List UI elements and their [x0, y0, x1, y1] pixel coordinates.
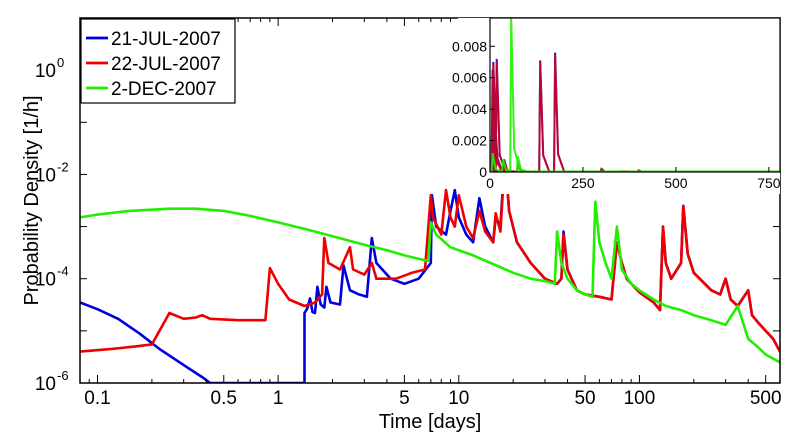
y-tick-base: 10 — [35, 270, 56, 291]
legend-items: 21-JUL-2007 22-JUL-2007 2-DEC-2007 — [86, 29, 221, 100]
y-tick-base: 10 — [35, 165, 56, 186]
inset-plot: 0 250 500 750 0 0.002 0.004 0.006 0.008 — [452, 17, 781, 194]
main-series-group — [80, 152, 780, 383]
inset-x-tick-label: 0 — [486, 175, 494, 191]
x-tick-label: 1 — [273, 388, 284, 409]
y-tick-exponent: -4 — [57, 264, 69, 279]
y-tick-label: 10 0 — [35, 55, 64, 82]
inset-x-tick-label: 750 — [757, 175, 781, 191]
y-tick-exponent: 0 — [57, 55, 64, 70]
x-tick-label: 0.5 — [211, 388, 237, 409]
x-tick-label: 50 — [574, 388, 595, 409]
legend-label-3: 2-DEC-2007 — [111, 79, 217, 100]
y-tick-label: 10 -2 — [35, 159, 69, 186]
inset-y-tick-label: 0.004 — [452, 101, 487, 117]
inset-axis-ticks: 0 250 500 750 0 0.002 0.004 0.006 0.008 — [452, 38, 781, 191]
inset-x-tick-label: 500 — [664, 175, 688, 191]
x-tick-label: 0.1 — [84, 388, 110, 409]
x-axis-label: Time [days] — [379, 411, 482, 433]
inset-plot-frame — [489, 17, 781, 173]
legend: 21-JUL-2007 22-JUL-2007 2-DEC-2007 — [80, 18, 236, 104]
series-line-2 — [80, 157, 780, 353]
y-tick-base: 10 — [35, 374, 56, 395]
x-tick-label: 10 — [448, 388, 469, 409]
inset-series-line-3 — [490, 18, 780, 172]
legend-label-2: 22-JUL-2007 — [111, 54, 221, 75]
series-line-3 — [80, 200, 780, 364]
inset-y-tick-label: 0 — [479, 164, 487, 180]
y-tick-exponent: -2 — [57, 159, 69, 174]
y-tick-exponent: -6 — [57, 368, 69, 383]
inset-y-tick-label: 0.002 — [452, 133, 487, 149]
inset-x-tick-label: 250 — [571, 175, 595, 191]
inset-y-tick-label: 0.008 — [452, 38, 487, 54]
y-tick-label: 10 -6 — [35, 368, 69, 395]
main-plot-frame — [79, 17, 781, 384]
x-tick-label: 5 — [399, 388, 410, 409]
inset-y-tick-label: 0.006 — [452, 70, 487, 86]
x-tick-label: 500 — [750, 388, 782, 409]
legend-label-1: 21-JUL-2007 — [111, 29, 221, 50]
y-tick-base: 10 — [35, 61, 56, 82]
y-tick-label: 10 -4 — [35, 264, 69, 291]
x-tick-label: 100 — [624, 388, 656, 409]
y-axis-label: Probability Density [1/h] — [21, 95, 43, 305]
